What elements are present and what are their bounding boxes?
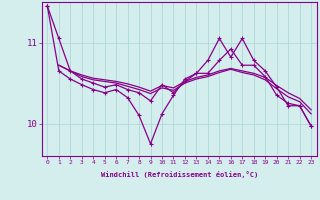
- X-axis label: Windchill (Refroidissement éolien,°C): Windchill (Refroidissement éolien,°C): [100, 171, 258, 178]
